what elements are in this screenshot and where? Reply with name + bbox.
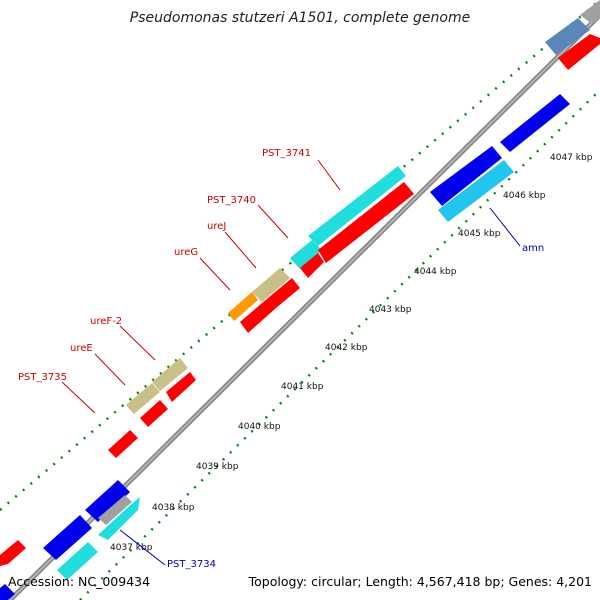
label-leader-line: [317, 159, 341, 191]
gene-label[interactable]: PST_3734: [167, 559, 216, 570]
gene-label[interactable]: ureG: [174, 247, 198, 258]
gene-arrow[interactable]: [0, 540, 26, 566]
gene-arrow[interactable]: [140, 400, 168, 427]
kbp-label: 4037 kbp: [110, 543, 153, 553]
gene-label[interactable]: PST_3735: [18, 372, 67, 383]
kbp-label: 4043 kbp: [369, 305, 412, 315]
map-title: Pseudomonas stutzeri A1501, complete gen…: [130, 10, 470, 26]
inner-tick-track: [79, 89, 600, 600]
gene-arrow[interactable]: [430, 146, 502, 206]
gene-arrow[interactable]: [252, 268, 290, 302]
kbp-label: 4047 kbp: [550, 153, 593, 163]
gene-arrow[interactable]: [57, 542, 98, 580]
gene-label[interactable]: ureF-2: [90, 316, 122, 327]
kbp-label: 4045 kbp: [458, 229, 501, 239]
kbp-label: 4040 kbp: [238, 422, 281, 432]
gene-label[interactable]: PST_3741: [262, 148, 311, 159]
gene-arrow[interactable]: [240, 298, 276, 333]
gene-arrow[interactable]: [228, 292, 258, 321]
gene-label[interactable]: ureJ: [207, 221, 226, 232]
label-leader-line: [224, 231, 257, 269]
gene-arrow[interactable]: [308, 166, 406, 246]
kbp-label: 4046 kbp: [503, 191, 546, 201]
gene-arrow[interactable]: [318, 182, 414, 263]
gene-arrow[interactable]: [438, 160, 514, 222]
gene-arrow[interactable]: [300, 253, 324, 278]
gene-arrow[interactable]: [98, 497, 140, 540]
gene-arrow[interactable]: [290, 240, 322, 269]
kbp-label: 4042 kbp: [325, 343, 368, 353]
gene-arrow[interactable]: [545, 18, 590, 55]
kbp-label: 4039 kbp: [196, 462, 239, 472]
label-leader-line: [119, 529, 166, 566]
label-leader-line: [119, 325, 156, 361]
gene-label[interactable]: ureE: [70, 343, 93, 354]
gene-arrow[interactable]: [0, 584, 15, 600]
genome-summary-text: Topology: circular; Length: 4,567,418 bp…: [248, 574, 592, 589]
accession-text: Accession: NC_009434: [8, 574, 150, 589]
kbp-label: 4041 kbp: [281, 382, 324, 392]
scale-labels: 4037 kbp 4038 kbp 4039 kbp 4040 kbp 4041 kbp…: [110, 153, 593, 553]
gene-arrow[interactable]: [85, 480, 130, 522]
gene-arrow[interactable]: [43, 515, 92, 560]
gene-arrow[interactable]: [98, 495, 132, 525]
gene-labels: PST_3741 PST_3740 ureJ ureG ureF-2 ureE PST_37…: [18, 148, 544, 570]
kbp-label: 4044 kbp: [414, 267, 457, 277]
gene-label[interactable]: PST_3740: [207, 195, 256, 206]
gene-arrow[interactable]: [152, 358, 188, 391]
label-leader-line: [94, 353, 126, 386]
outer-tick-track: [0, 0, 600, 511]
label-leader-line: [199, 257, 231, 291]
gene-arrow[interactable]: [558, 34, 600, 70]
label-leader-line: [61, 381, 96, 414]
gene-arrow[interactable]: [108, 430, 138, 458]
label-leader-line: [489, 207, 521, 247]
label-leader-line: [257, 204, 289, 239]
gene-arrow[interactable]: [126, 383, 160, 414]
gene-label[interactable]: amn: [522, 243, 544, 254]
gene-arrow[interactable]: [166, 372, 196, 402]
gene-arrow[interactable]: [500, 94, 570, 152]
gene-arrow[interactable]: [268, 278, 300, 308]
kbp-label: 4038 kbp: [152, 503, 195, 513]
gene-arrow[interactable]: [580, 0, 600, 24]
